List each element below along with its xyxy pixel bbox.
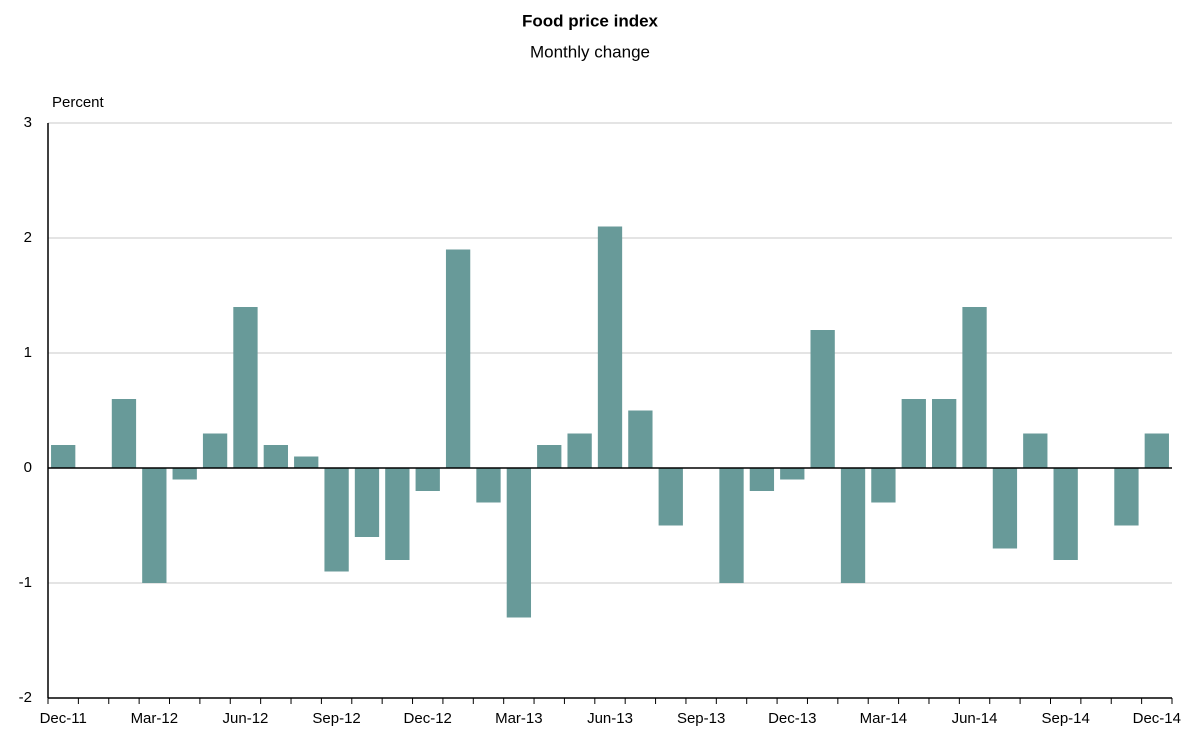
bar	[537, 445, 562, 468]
bar	[1023, 433, 1048, 468]
bar	[962, 307, 987, 468]
y-tick-label: 2	[24, 229, 32, 246]
bar	[597, 226, 623, 468]
y-tick-label: 3	[24, 114, 32, 131]
bar	[901, 399, 926, 468]
x-tick-label: Jun-12	[223, 710, 269, 727]
bar	[992, 468, 1018, 549]
bar	[1114, 468, 1139, 526]
x-tick-label: Mar-13	[495, 710, 543, 727]
x-tick-label: Dec-14	[1133, 710, 1181, 727]
bar	[233, 307, 258, 468]
bar	[840, 468, 866, 583]
x-tick-label: Sep-13	[677, 710, 725, 727]
bar	[506, 468, 532, 618]
y-tick-label: -2	[19, 689, 32, 706]
x-tick-label: Dec-13	[768, 710, 816, 727]
bar	[263, 445, 288, 468]
x-tick-label: Mar-14	[860, 710, 908, 727]
bar	[324, 468, 349, 572]
bar	[719, 468, 744, 583]
bar	[1053, 468, 1078, 560]
x-tick-label: Jun-14	[952, 710, 998, 727]
x-tick-label: Sep-12	[312, 710, 360, 727]
bar	[1144, 433, 1169, 468]
y-tick-label: -1	[19, 574, 32, 591]
bar	[567, 433, 592, 468]
bar	[202, 433, 228, 468]
bar	[445, 249, 471, 468]
chart-subtitle: Monthly change	[530, 42, 650, 61]
bar	[749, 468, 775, 491]
bar	[871, 468, 896, 503]
bar	[142, 468, 167, 583]
x-tick-label: Mar-12	[131, 710, 179, 727]
bar	[294, 456, 319, 468]
y-tick-label: 1	[24, 344, 32, 361]
bar	[111, 399, 137, 468]
bar	[932, 399, 957, 468]
bar	[354, 468, 380, 537]
bar	[385, 468, 410, 560]
bar	[810, 330, 835, 468]
bar	[415, 468, 440, 491]
bar	[51, 445, 76, 468]
x-tick-label: Dec-11	[40, 710, 87, 727]
y-axis-label: Percent	[52, 94, 105, 111]
bar	[780, 468, 805, 480]
bar	[476, 468, 501, 503]
bar	[172, 468, 197, 480]
x-tick-label: Jun-13	[587, 710, 633, 727]
bar	[628, 410, 653, 468]
x-tick-label: Dec-12	[404, 710, 452, 727]
y-tick-label: 0	[24, 459, 32, 476]
bar	[658, 468, 683, 526]
x-tick-label: Sep-14	[1041, 710, 1089, 727]
chart-title: Food price index	[522, 11, 659, 30]
